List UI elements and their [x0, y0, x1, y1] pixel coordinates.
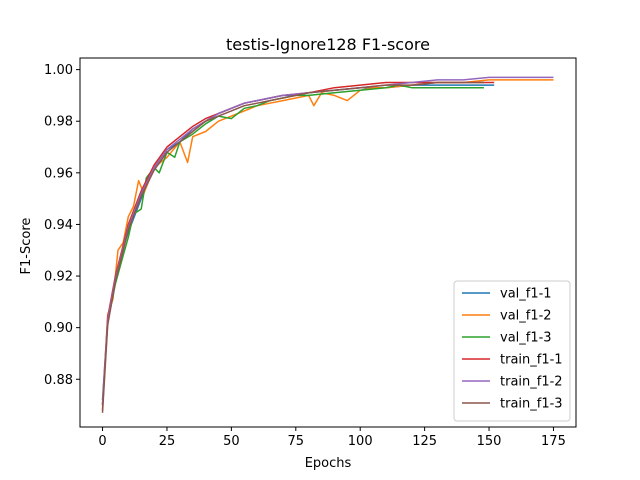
legend-label-val_f1-3: val_f1-3 [500, 331, 552, 346]
chart-title: testis-Ignore128 F1-score [226, 35, 430, 54]
series-line-train_f1-2 [101, 76, 554, 406]
legend-box [453, 280, 571, 422]
y-tick-label: 0.90 [44, 321, 73, 336]
y-tick-label: 0.98 [44, 115, 73, 130]
x-tick-label: 25 [159, 434, 176, 449]
legend-label-train_f1-3: train_f1-3 [500, 397, 563, 412]
x-axis-label: Epochs [305, 456, 352, 471]
axes-frame [79, 57, 577, 428]
y-tick-label: 0.92 [44, 270, 73, 285]
x-tick-label: 125 [412, 434, 437, 449]
y-tick-label: 0.88 [44, 373, 73, 388]
x-tick-label: 175 [541, 434, 566, 449]
y-tick-label: 1.00 [44, 63, 73, 78]
plot-area: 0 25 50 75 100 125 150 175 0.88 0.90 0.92 0.94 0.96 0… [44, 57, 577, 449]
legend-label-val_f1-2: val_f1-2 [500, 309, 552, 324]
x-tick-label: 150 [477, 434, 502, 449]
legend-label-train_f1-2: train_f1-2 [500, 375, 563, 390]
x-tick-label: 100 [348, 434, 373, 449]
y-tick-label: 0.96 [44, 166, 73, 181]
y-axis-label: F1-Score [19, 218, 34, 275]
series-line-train_f1-3 [101, 81, 484, 413]
legend-label-train_f1-1: train_f1-1 [500, 353, 563, 368]
x-tick-label: 0 [98, 434, 106, 449]
y-tick-label: 0.94 [44, 218, 73, 233]
x-tick-label: 75 [288, 434, 305, 449]
legend: val_f1-1 val_f1-2 val_f1-3 train_f1-1 train_… [453, 280, 571, 422]
x-tick-label: 50 [223, 434, 240, 449]
legend-label-val_f1-1: val_f1-1 [500, 287, 552, 302]
